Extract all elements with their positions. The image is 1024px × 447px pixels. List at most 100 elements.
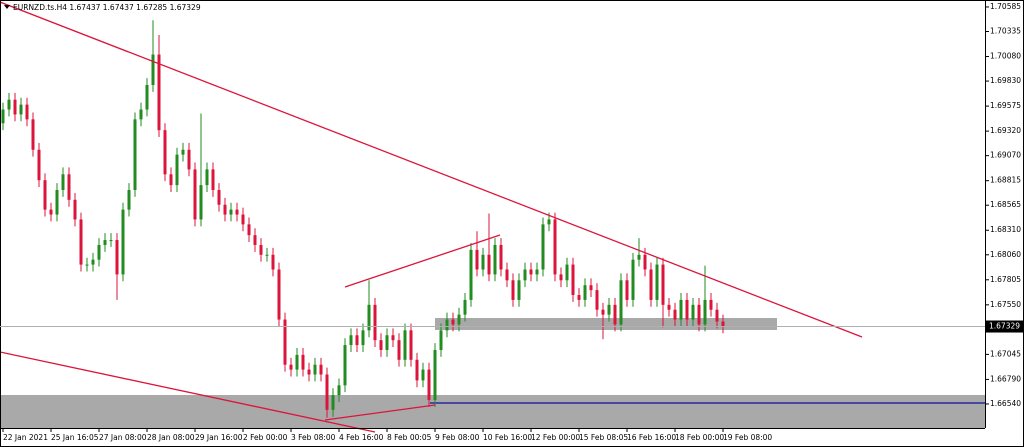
candle-body [73,199,77,220]
candle-body [691,304,695,320]
chart-title: EURNZD.ts.H4 1.67437 1.67437 1.67285 1.6… [13,3,201,12]
candle-body [511,280,515,300]
candle-body [247,224,251,236]
x-tick-label: 4 Feb 16:00 [339,433,384,442]
candle-body [697,304,701,325]
candle-body [553,219,557,275]
candle-body [505,269,509,281]
candle-body [307,369,311,375]
trend-line [0,1,863,338]
candle-body [37,149,41,181]
y-tick-label: 1.66540 [990,399,1021,408]
candle-body [601,309,605,315]
candle-body [121,209,125,275]
x-tick-label: 22 Jan 2021 [3,433,48,442]
candle-body [517,280,521,300]
candle-body [625,280,629,300]
candle-body [661,264,665,305]
candle-body [709,299,713,310]
x-tick-label: 3 Feb 08:00 [291,433,336,442]
candle-body [319,364,323,375]
candle-body [685,299,689,320]
candle-body [487,254,491,275]
y-tick-label: 1.70080 [990,52,1021,61]
candle-body [7,99,11,110]
candle-body [679,299,683,320]
candle-body [421,369,425,381]
candle-body [133,119,137,191]
candle-body [157,54,161,131]
trend-line [344,234,501,288]
candle-body [277,269,281,320]
candle-body [127,190,131,210]
candle-body [55,190,59,215]
candle-body [655,264,659,300]
y-tick-label: 1.67550 [990,300,1021,309]
candle-body [187,149,191,170]
candle-body [355,335,359,346]
candle-body [673,309,677,320]
candle-body [613,304,617,325]
candle-body [571,264,575,296]
x-tick-label: 19 Feb 08:00 [723,433,772,442]
candle-body [523,269,527,281]
candle-body [295,354,299,370]
candle-body [367,304,371,331]
candle-body [163,130,167,175]
candle-body [67,174,71,200]
menu-arrow[interactable] [4,5,10,9]
candle-body [289,364,293,370]
candle-body [205,169,209,186]
candle-body [565,264,569,281]
candle-body [19,104,23,115]
trend-line [0,351,376,433]
candle-body [115,240,119,275]
candle-body [385,335,389,350]
candle-body [199,185,203,220]
support-zone [0,395,985,428]
candle-body [301,354,305,370]
candle-body [253,235,257,245]
candle-body [181,149,185,155]
candle-body [631,259,635,300]
candle-body [109,240,113,242]
candle-body [715,309,719,322]
candle-body [493,244,497,275]
x-tick-label: 9 Feb 08:00 [435,433,480,442]
y-tick-label: 1.66790 [990,374,1021,383]
candle-body [349,335,353,346]
y-tick-label: 1.69575 [990,101,1021,110]
y-tick-label: 1.69320 [990,126,1021,135]
candle-body [361,330,365,346]
candle-body [283,319,287,365]
trend-line [324,404,436,421]
candle-body [169,174,173,186]
candle-body [223,204,227,215]
candle-body [607,304,611,315]
candle-body [91,259,95,265]
candle-body [343,345,347,386]
x-tick-label: 28 Jan 08:00 [147,433,195,442]
y-tick-label: 1.67045 [990,349,1021,358]
y-tick-label: 1.68310 [990,225,1021,234]
candles [1,20,725,418]
price-label-box [986,320,1023,333]
y-tick-label: 1.69830 [990,76,1021,85]
candle-body [451,319,455,325]
candle-body [391,335,395,341]
candle-body [547,219,551,225]
candle-body [337,385,341,396]
x-tick-label: 16 Feb 16:00 [627,433,676,442]
candle-body [1,109,5,124]
candle-body [97,244,101,260]
x-tick-label: 29 Jan 16:00 [195,433,243,442]
candle-body [529,269,533,275]
y-tick-label: 1.68565 [990,200,1021,209]
candle-body [193,169,197,220]
candle-body [379,340,383,350]
candle-body [211,169,215,191]
candle-body [43,180,47,210]
candle-body [79,219,83,265]
y-tick-label: 1.70335 [990,27,1021,36]
